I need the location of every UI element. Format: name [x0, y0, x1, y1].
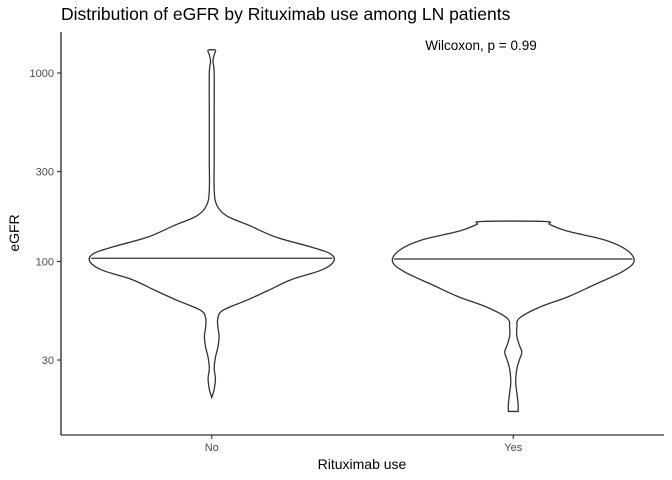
wilcoxon-annotation: Wilcoxon, p = 0.99 — [425, 38, 536, 53]
x-axis-ticks: No Yes — [205, 435, 523, 454]
x-tick-label: No — [205, 442, 219, 454]
y-tick-label: 300 — [36, 167, 54, 179]
violin-yes — [391, 220, 635, 413]
y-axis-ticks: 30 100 300 1000 — [30, 68, 61, 367]
x-axis-title: Rituximab use — [318, 456, 407, 472]
y-tick-label: 1000 — [30, 68, 54, 80]
x-tick-label: Yes — [504, 442, 522, 454]
chart-title: Distribution of eGFR by Rituximab use am… — [61, 4, 511, 24]
y-tick-label: 30 — [42, 355, 54, 367]
violin-no — [88, 49, 335, 400]
violin-layer — [88, 49, 635, 413]
y-axis-title: eGFR — [6, 214, 22, 251]
y-tick-label: 100 — [36, 256, 54, 268]
